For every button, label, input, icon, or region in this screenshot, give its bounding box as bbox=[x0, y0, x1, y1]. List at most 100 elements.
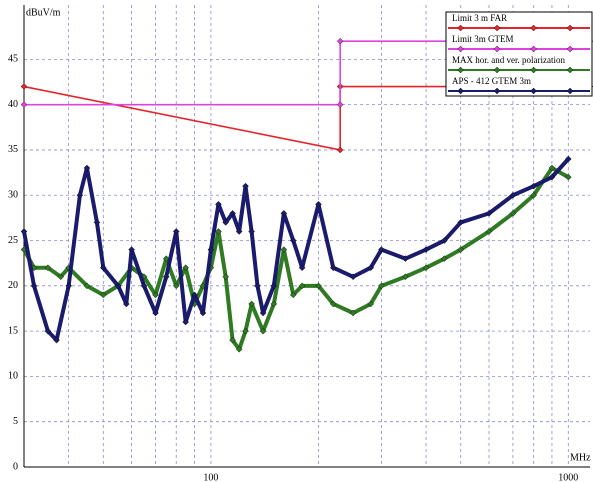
data-point bbox=[565, 173, 572, 181]
legend-label: Limit 3 m FAR bbox=[452, 13, 507, 23]
data-point bbox=[152, 309, 159, 317]
data-point bbox=[152, 291, 159, 299]
data-point bbox=[114, 282, 122, 290]
legend-marker bbox=[493, 45, 501, 53]
data-point bbox=[83, 282, 91, 290]
data-point bbox=[349, 273, 357, 281]
data-point bbox=[457, 219, 464, 226]
data-point bbox=[259, 327, 267, 335]
data-point bbox=[128, 246, 135, 253]
data-point bbox=[57, 273, 64, 281]
legend-marker bbox=[493, 66, 501, 74]
series-line bbox=[22, 157, 570, 343]
data-point bbox=[298, 282, 306, 290]
y-tick-label: 10 bbox=[8, 371, 18, 382]
y-tick-label: 15 bbox=[8, 325, 18, 336]
data-point bbox=[30, 282, 38, 290]
data-point bbox=[20, 83, 28, 90]
legend-marker bbox=[493, 24, 501, 32]
legend-marker bbox=[457, 45, 464, 53]
legend-marker bbox=[566, 24, 574, 32]
data-point bbox=[336, 37, 344, 45]
data-point bbox=[457, 246, 464, 253]
data-point bbox=[530, 191, 537, 199]
legend-marker bbox=[530, 66, 537, 74]
data-point bbox=[315, 201, 322, 208]
data-point bbox=[229, 210, 236, 217]
data-point bbox=[53, 336, 60, 344]
data-point bbox=[289, 237, 297, 244]
data-point bbox=[270, 300, 278, 308]
legend-marker bbox=[457, 66, 464, 74]
legend-marker bbox=[530, 45, 537, 53]
data-point bbox=[162, 273, 170, 281]
data-point bbox=[548, 164, 556, 172]
data-point bbox=[329, 300, 337, 308]
data-point bbox=[235, 228, 243, 235]
data-point bbox=[402, 255, 409, 262]
data-point bbox=[441, 255, 448, 262]
y-axis-label: dBuV/m bbox=[26, 7, 61, 18]
y-tick-label: 40 bbox=[8, 99, 18, 110]
data-point bbox=[565, 155, 572, 163]
legend-marker bbox=[530, 87, 537, 95]
data-point bbox=[485, 228, 493, 235]
data-point bbox=[215, 201, 222, 208]
x-tick-label: 100 bbox=[203, 472, 218, 482]
data-point bbox=[191, 291, 198, 299]
data-point bbox=[509, 191, 517, 199]
data-point bbox=[270, 282, 278, 290]
data-point bbox=[349, 309, 357, 317]
data-point bbox=[242, 327, 249, 335]
legend-label: APS - 412 GTEM 3m bbox=[452, 76, 531, 86]
data-point bbox=[65, 282, 72, 290]
data-point bbox=[235, 345, 243, 353]
data-point bbox=[83, 164, 91, 172]
data-point bbox=[485, 210, 493, 217]
legend-marker bbox=[566, 45, 574, 53]
y-tick-label: 5 bbox=[13, 416, 18, 427]
data-point bbox=[100, 291, 107, 299]
data-point bbox=[20, 228, 28, 235]
legend-marker bbox=[493, 87, 501, 95]
data-point bbox=[378, 246, 385, 253]
data-point bbox=[222, 219, 229, 226]
data-point bbox=[367, 264, 374, 271]
y-tick-label: 25 bbox=[8, 235, 18, 246]
x-tick-label: 1000 bbox=[558, 472, 578, 482]
data-point bbox=[20, 101, 28, 108]
legend-marker bbox=[566, 66, 574, 74]
data-point bbox=[215, 228, 222, 235]
data-point bbox=[367, 300, 374, 308]
data-point bbox=[182, 264, 189, 271]
legend-box bbox=[445, 11, 593, 97]
legend-label: MAX hor. and ver. polarization bbox=[452, 55, 565, 65]
data-point bbox=[289, 291, 297, 299]
data-point bbox=[254, 282, 261, 290]
data-point bbox=[509, 210, 517, 217]
data-point bbox=[402, 273, 409, 281]
data-point bbox=[336, 146, 344, 154]
data-point bbox=[280, 246, 288, 253]
data-point bbox=[378, 282, 385, 290]
data-point bbox=[207, 246, 215, 253]
data-point bbox=[123, 300, 130, 308]
data-point bbox=[336, 101, 344, 108]
data-point bbox=[280, 210, 288, 217]
y-tick-label: 45 bbox=[8, 54, 18, 65]
data-point bbox=[229, 336, 236, 344]
legend-marker bbox=[457, 87, 464, 95]
data-point bbox=[298, 264, 306, 271]
data-point bbox=[259, 309, 267, 317]
x-axis-label: MHz bbox=[570, 452, 591, 463]
legend-marker bbox=[566, 87, 574, 95]
data-point bbox=[248, 228, 255, 235]
data-point bbox=[548, 173, 556, 181]
data-point bbox=[44, 327, 52, 335]
data-point bbox=[172, 228, 180, 235]
y-tick-label: 20 bbox=[8, 280, 18, 291]
data-point bbox=[93, 219, 101, 226]
y-tick-label: 35 bbox=[8, 144, 18, 155]
